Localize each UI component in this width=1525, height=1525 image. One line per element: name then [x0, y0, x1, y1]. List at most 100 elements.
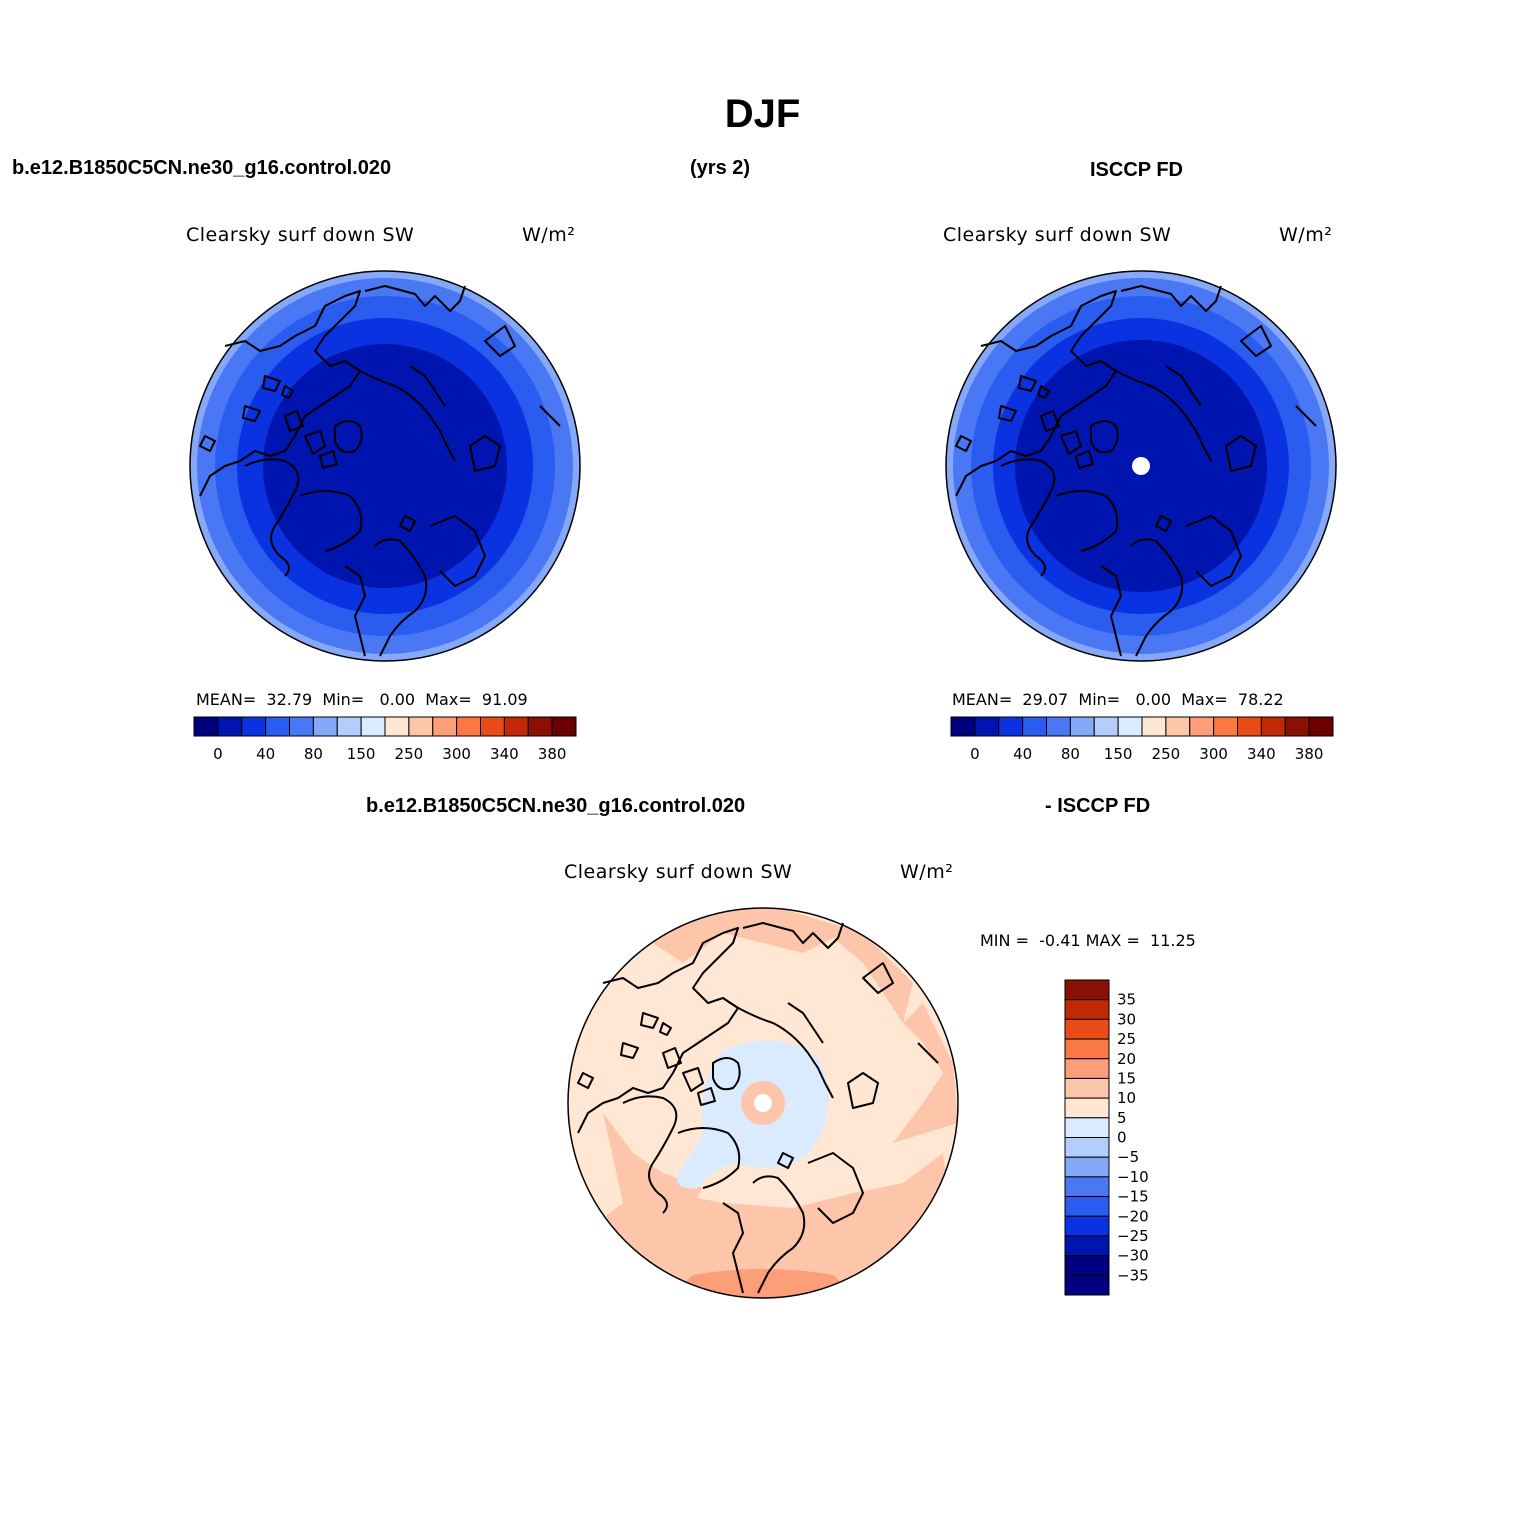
diff-positive-region — [568, 908, 958, 1298]
colorbar-box — [432, 716, 458, 737]
coastline — [777, 1152, 794, 1169]
coastline — [1225, 435, 1257, 472]
coastline — [199, 435, 216, 452]
coastline — [917, 1042, 939, 1064]
obs-colorbar: 0 40 80 150 250 300 340 380 — [950, 716, 1334, 763]
coastline — [712, 1057, 741, 1091]
coastline — [847, 1072, 879, 1109]
colorbar-box — [551, 716, 577, 737]
coastline — [1075, 450, 1094, 469]
diff-units: W/m² — [900, 861, 954, 883]
model-stats: MEAN= 32.79 Min= 0.00 Max= 91.09 — [196, 690, 528, 709]
coastline — [955, 290, 1117, 497]
obs-mean-value: 29.07 — [1022, 690, 1069, 709]
colorbar-box — [1064, 1018, 1110, 1040]
colorbar-tick-label: 250 — [1152, 745, 1181, 763]
obs-stats: MEAN= 29.07 Min= 0.00 Max= 78.22 — [952, 690, 1284, 709]
obs-mean-label: MEAN= — [952, 690, 1013, 709]
colorbar-box — [1064, 1038, 1110, 1060]
colorbar-tick-label: −30 — [1117, 1247, 1149, 1265]
colorbar-tick-label: 80 — [1061, 745, 1080, 763]
colorbar-tick-label: 35 — [1117, 991, 1136, 1009]
coastline — [1040, 410, 1060, 432]
colorbar-box — [456, 716, 481, 737]
coastline — [862, 962, 894, 994]
model-polar-map — [189, 270, 581, 662]
model-min-label: Min= — [322, 690, 365, 709]
coastline — [640, 1012, 659, 1029]
coastline — [752, 1175, 806, 1294]
colorbar-box — [1064, 1196, 1110, 1217]
coastline — [1185, 515, 1242, 587]
coastline — [742, 922, 844, 949]
colorbar-tick-label: −20 — [1117, 1207, 1149, 1225]
coastline — [299, 490, 363, 552]
colorbar-box — [1064, 1215, 1110, 1237]
colorbar-tick-label: 20 — [1117, 1050, 1136, 1068]
coastline — [539, 405, 561, 427]
coastline — [1130, 538, 1184, 657]
colorbar-box — [1064, 1137, 1110, 1158]
model-min-value: 0.00 — [379, 690, 416, 709]
coastline — [682, 1067, 704, 1092]
diff-colorbar-boxes — [1064, 979, 1110, 1296]
colorbar-box — [1189, 716, 1215, 737]
colorbar-tick-label: 0 — [970, 745, 980, 763]
diff-min-label: MIN = — [980, 931, 1029, 950]
colorbar-tick-label: −15 — [1117, 1188, 1149, 1206]
colorbar-box — [527, 716, 553, 737]
coastline — [484, 325, 516, 357]
obs-min-value: 0.00 — [1135, 690, 1172, 709]
obs-colorbar-boxes — [950, 716, 1334, 737]
coastline — [364, 285, 466, 312]
coastline — [998, 405, 1017, 422]
model-max-label: Max= — [425, 690, 472, 709]
colorbar-box — [480, 716, 505, 737]
coastline — [662, 1047, 682, 1069]
coastline — [697, 1087, 716, 1106]
coastline — [244, 458, 300, 577]
coastline — [304, 430, 326, 455]
colorbar-box — [1046, 716, 1071, 737]
colorbar-tick-label: 5 — [1117, 1109, 1127, 1127]
coastline — [242, 405, 261, 422]
colorbar-box — [1022, 716, 1047, 737]
colorbar-tick-label: 250 — [395, 745, 424, 763]
model-map-boundary — [189, 270, 581, 662]
colorbar-box — [1064, 979, 1110, 1001]
coastline — [622, 1095, 678, 1214]
colorbar-box — [289, 716, 314, 737]
colorbar-tick-label: 150 — [347, 745, 376, 763]
diff-min-value: -0.41 — [1039, 931, 1081, 950]
coastline — [807, 1152, 864, 1224]
colorbar-tick-label: 340 — [490, 745, 519, 763]
coastline — [1037, 385, 1050, 399]
obs-coastlines — [955, 285, 1317, 657]
colorbar-box — [974, 716, 1000, 737]
colorbar-box — [1213, 716, 1238, 737]
coastline — [334, 420, 363, 454]
colorbar-tick-label: 380 — [538, 745, 567, 763]
colorbar-tick-label: 340 — [1247, 745, 1276, 763]
colorbar-box — [1064, 1077, 1110, 1099]
colorbar-tick-label: 40 — [256, 745, 275, 763]
colorbar-box — [1237, 716, 1262, 737]
model-colorbar: 0 40 80 150 250 300 340 380 — [193, 716, 577, 763]
coastline — [577, 1072, 594, 1089]
coastline — [1018, 375, 1037, 392]
colorbar-tick-label: 80 — [304, 745, 323, 763]
colorbar-box — [265, 716, 290, 737]
obs-min-label: Min= — [1078, 690, 1121, 709]
coastline — [1090, 420, 1119, 454]
model-variable-title: Clearsky surf down SW — [186, 224, 415, 246]
diff-max-value: 11.25 — [1150, 931, 1196, 950]
colorbar-box — [1064, 1117, 1110, 1138]
obs-colorbar-ticks: 0 40 80 150 250 300 340 380 — [970, 745, 1323, 763]
coastline — [577, 927, 739, 1134]
colorbar-box — [1260, 716, 1286, 737]
colorbar-box — [360, 716, 386, 737]
coastline — [409, 365, 446, 407]
coastline — [1165, 365, 1202, 407]
